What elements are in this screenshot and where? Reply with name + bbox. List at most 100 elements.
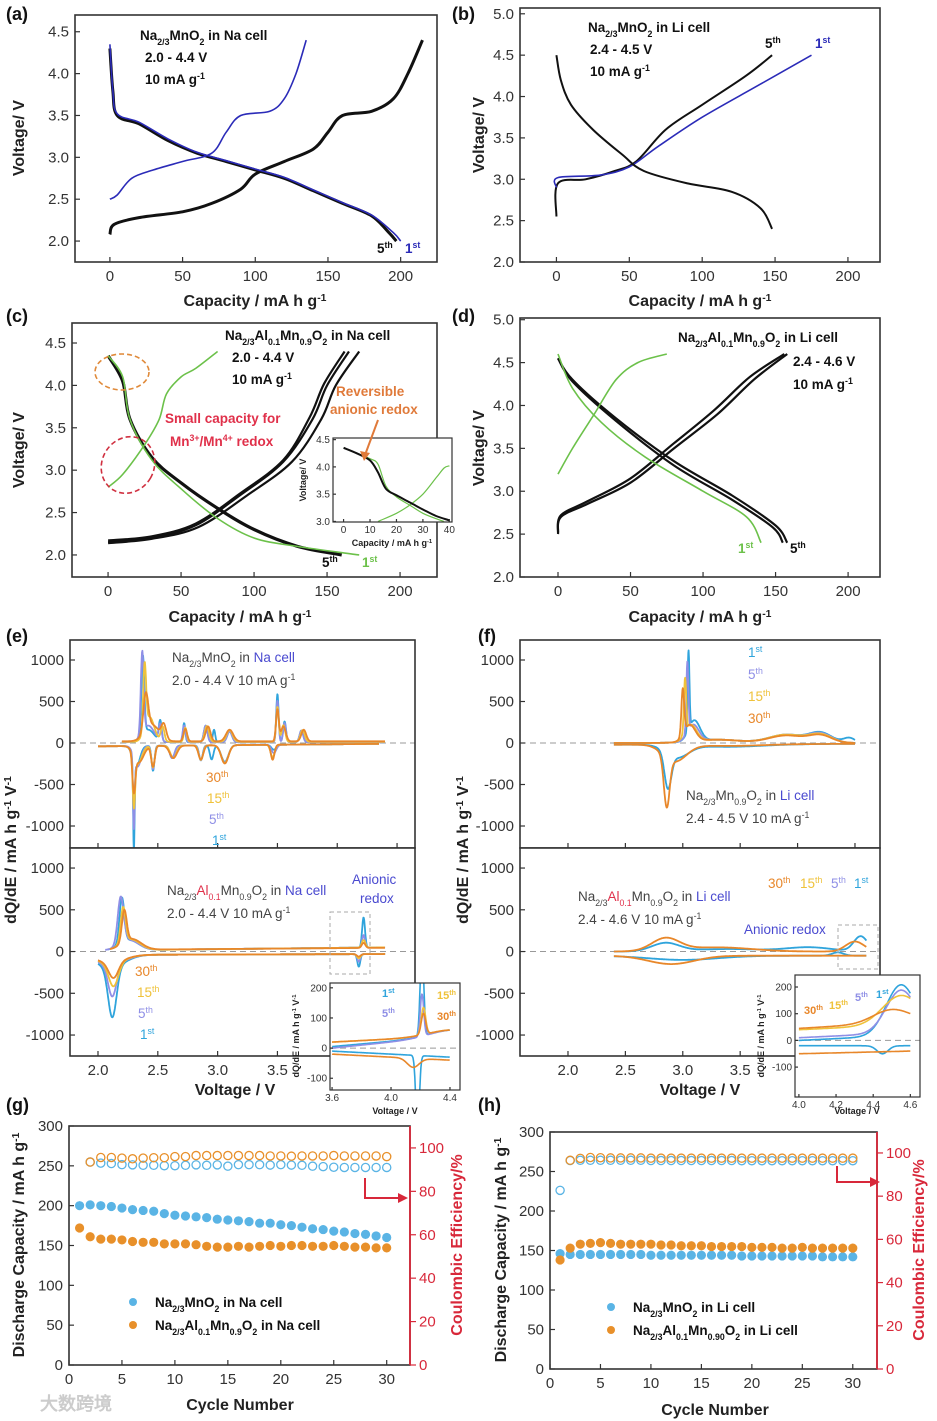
data-point (265, 1218, 275, 1228)
data-point (686, 1250, 696, 1260)
panel-ci: 0 10 20 30 40 3.0 3.5 4.0 4.5 Capacity / mA h g-1… (298, 435, 455, 548)
x-axis-title: Capacity / mA h g-1 (352, 538, 433, 548)
y-tick-label: 3.5 (48, 107, 69, 124)
data-point (127, 1154, 138, 1164)
data-point (233, 1150, 244, 1161)
series-group (331, 983, 451, 1090)
data-point (212, 1150, 223, 1161)
data-point (96, 1152, 106, 1163)
annotation-text: 15th (829, 999, 848, 1012)
series-line-5th-charge (108, 39, 424, 235)
data-point (585, 1155, 596, 1166)
data-point (636, 1239, 646, 1249)
annotation-text: 5th (382, 1007, 395, 1020)
x-tick-label: 3.0 (672, 1062, 693, 1079)
data-point (706, 1153, 717, 1163)
panel-a: 0 50 100 150 200 2.0 2.5 3.0 3.5 4.0 4.5 Capacity /… (11, 14, 438, 310)
data-point (827, 1155, 838, 1166)
series-group (553, 54, 812, 230)
data-point (127, 1205, 138, 1215)
data-point (767, 1242, 777, 1252)
data-point (616, 1239, 626, 1249)
data-point (696, 1241, 706, 1251)
data-point (787, 1243, 797, 1253)
data-point (615, 1153, 626, 1163)
y2-tick-label: 80 (886, 1188, 903, 1205)
data-point (318, 1241, 328, 1251)
data-point (575, 1239, 585, 1249)
data-point (817, 1153, 828, 1163)
data-point (555, 1255, 565, 1265)
data-point (666, 1153, 676, 1163)
data-point (149, 1237, 159, 1247)
x-tick-label: 2.5 (615, 1062, 636, 1079)
annotation-text: Na2/3Al0.1Mn0.9O2 in Na cell (167, 883, 326, 902)
data-point (787, 1155, 797, 1166)
series-group (108, 39, 424, 243)
y-axis-title: dQ/dE / mA h g-1 V-1 (455, 776, 473, 924)
y-tick-label: 2.0 (493, 254, 514, 271)
y2-tick-label: 60 (886, 1231, 903, 1248)
data-point (636, 1249, 646, 1260)
annotation-text: Na2/3Mn0.9O2 in Li cell (686, 788, 814, 807)
panel-d: 0 50 100 150 200 2.0 2.5 3.0 3.5 4.0 4.5 5.0 Capacit… (471, 312, 881, 626)
x-tick-label: 4.2 (829, 1100, 843, 1111)
series-group (798, 983, 911, 1055)
series-group (613, 935, 868, 965)
y2-tick-label: 80 (419, 1183, 436, 1200)
y-axis-title: Discharge Capacity / mA h g-1 (11, 1132, 29, 1357)
data-point (575, 1249, 585, 1260)
data-point (360, 1162, 371, 1173)
annotation-text: 10 mA g-1 (145, 71, 205, 87)
x-tick-label: 5 (118, 1371, 126, 1388)
y-axis-title: Voltage/ V (11, 412, 28, 488)
data-point (191, 1212, 201, 1222)
series-line-15th-charge (798, 994, 911, 1031)
data-point (223, 1242, 233, 1252)
data-point (244, 1242, 254, 1252)
data-point (646, 1239, 656, 1249)
panel-g: 0 5 10 15 20 25 300501001502002503000204060801… (11, 1118, 467, 1414)
data-point (716, 1241, 727, 1252)
data-point (777, 1155, 787, 1166)
annotation-text: Small capacity for (165, 411, 281, 426)
panel-ei: 3.6 4.0 4.4 -100 0 100 200 Voltage / V dQ/dE / m… (291, 982, 461, 1116)
data-point (747, 1155, 757, 1166)
y-tick-label: 150 (38, 1238, 63, 1255)
data-point (706, 1250, 717, 1260)
series-line-30th-charge (109, 908, 386, 951)
x-tick-label: 50 (173, 583, 190, 600)
annotation-text: 10 mA g-1 (232, 371, 292, 387)
panel-f1: 2.02.53.03.54.04.5-1000-50005001000dQ/dE… (455, 639, 881, 924)
data-point (767, 1251, 777, 1261)
x-tick-label: 25 (325, 1371, 342, 1388)
data-point (605, 1238, 616, 1248)
x-tick-label: 150 (763, 268, 788, 285)
data-point (297, 1240, 307, 1251)
series-line-30th-charge (613, 936, 867, 953)
data-point (74, 1201, 85, 1211)
data-point (202, 1241, 212, 1251)
x-tick-label: 100 (690, 268, 715, 285)
right-axis-arrow (364, 1178, 398, 1199)
data-point (265, 1160, 275, 1170)
y-axis-title: Voltage/ V (471, 97, 488, 173)
x-tick-label: 4.0 (792, 1100, 806, 1111)
y-tick-label: 1000 (481, 860, 514, 877)
y2-tick-label: 0 (419, 1357, 427, 1374)
data-point (737, 1241, 747, 1252)
y-tick-label: 200 (310, 983, 327, 994)
data-point (656, 1240, 666, 1250)
y-tick-label: 0 (56, 735, 64, 752)
y-tick-label: 0 (56, 944, 64, 961)
x-tick-label: 3.0 (207, 1062, 228, 1079)
data-point (838, 1243, 848, 1253)
data-point (696, 1250, 706, 1260)
anionic-redox-box (329, 911, 371, 975)
y-tick-label: -500 (34, 985, 64, 1002)
y2-tick-label: 40 (886, 1275, 903, 1292)
x-tick-label: 4.0 (384, 1093, 398, 1104)
annotation-text: 2.4 - 4.6 V 10 mA g-1 (578, 911, 701, 927)
data-point (747, 1251, 757, 1261)
series-group (106, 350, 361, 557)
